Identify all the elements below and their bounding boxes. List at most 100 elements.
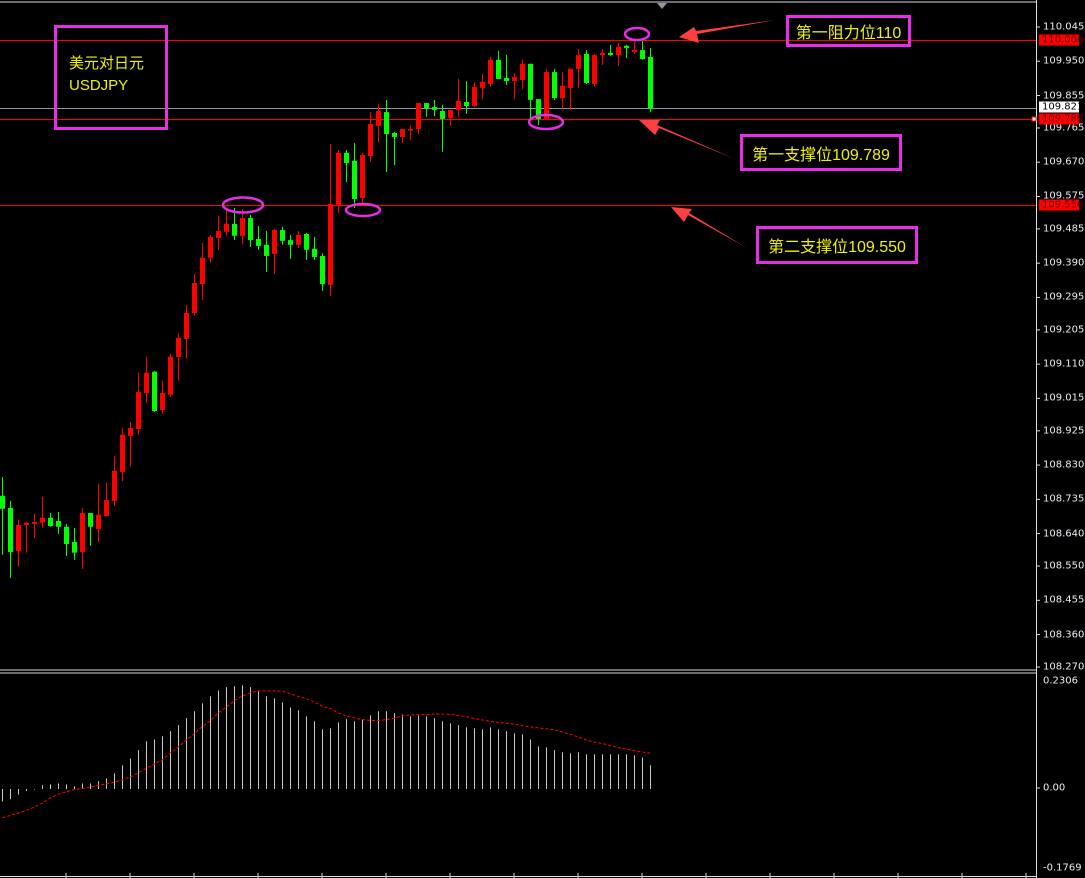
candle [376, 103, 381, 143]
candle [312, 236, 317, 260]
candle [568, 68, 573, 110]
candle-body [272, 229, 277, 254]
chart-shift-marker-icon[interactable] [657, 3, 667, 9]
macd-axis-top: 0.2306 [1043, 675, 1078, 687]
candle [416, 103, 421, 135]
highlight-ellipse-resistance [623, 26, 651, 42]
candle-body [560, 85, 565, 99]
candle-body [528, 63, 533, 100]
candle [56, 511, 61, 534]
candle [496, 50, 501, 79]
candle-body [360, 155, 365, 198]
candle-body [16, 524, 21, 551]
candle [0, 476, 5, 555]
macd-axis-zero: 0.00 [1043, 782, 1066, 794]
candle [32, 513, 37, 538]
candle-body [64, 526, 69, 545]
candle [368, 112, 373, 162]
highlight-ellipse-support2 [344, 202, 382, 218]
candle [432, 99, 437, 117]
candle-body [344, 152, 349, 163]
candle-body [632, 50, 637, 52]
highlight-ellipse-support1 [527, 113, 565, 131]
candle [136, 372, 141, 435]
candle [544, 68, 549, 119]
candle [152, 370, 157, 412]
candle [16, 519, 21, 567]
candle-body [144, 372, 149, 393]
candle [504, 54, 509, 86]
candle-body [152, 371, 157, 411]
candle [104, 482, 109, 516]
candle-body [248, 218, 253, 241]
candle [288, 235, 293, 259]
candle [392, 131, 397, 166]
candle [320, 253, 325, 291]
price-axis-label: 109.205 [1043, 324, 1085, 336]
candle-body [304, 233, 309, 250]
price-axis-label: 108.360 [1043, 629, 1085, 641]
candle [592, 54, 597, 87]
candle-body [176, 337, 181, 357]
candle-body [496, 59, 501, 79]
price-axis-label: 108.925 [1043, 425, 1085, 437]
price-axis-label: 109.575 [1043, 190, 1085, 202]
candle-body [72, 541, 77, 553]
price-axis-label: 109.950 [1043, 55, 1085, 67]
candle-body [464, 101, 469, 106]
candle-body [192, 283, 197, 313]
candle [640, 41, 645, 60]
candle-body [376, 111, 381, 126]
candle [624, 45, 629, 59]
candle-body [648, 56, 653, 109]
candle-body [280, 229, 285, 241]
candle [440, 104, 445, 152]
candle [560, 72, 565, 109]
candle-body [128, 427, 133, 436]
candle [472, 82, 477, 108]
candle-body [400, 129, 405, 137]
candle [256, 226, 261, 250]
candle-body [616, 46, 621, 56]
candle [480, 73, 485, 100]
candle [72, 527, 77, 560]
price-axis-label: 108.830 [1043, 459, 1085, 471]
candle-body [536, 99, 541, 119]
candle [240, 209, 245, 245]
arrow-support2-icon [671, 207, 747, 248]
candle-body [568, 68, 573, 88]
candle-body [384, 112, 389, 135]
support1-label: 第一支撑位109.789 [740, 134, 902, 171]
candle-body [104, 500, 109, 516]
candle-body [56, 520, 61, 527]
candle [456, 78, 461, 117]
candle [448, 109, 453, 126]
candle [40, 496, 45, 528]
candle [600, 48, 605, 65]
candle-body [488, 59, 493, 84]
candle [208, 235, 213, 263]
candle-body [48, 517, 53, 527]
candle [280, 226, 285, 245]
candle [8, 500, 13, 578]
candle [88, 513, 93, 546]
candle [408, 125, 413, 140]
candle-body [8, 507, 13, 552]
price-axis-label: 109.670 [1043, 156, 1085, 168]
candle-body [264, 244, 269, 256]
candle-body [576, 55, 581, 69]
candle-body [160, 392, 165, 410]
candle-body [472, 86, 477, 106]
candle [648, 47, 653, 113]
candle-body [168, 356, 173, 395]
candle [248, 214, 253, 247]
candle-body [32, 522, 37, 524]
price-axis-label: 108.455 [1043, 594, 1085, 606]
candle [96, 483, 101, 542]
candle-body [504, 77, 509, 82]
candle-body [448, 109, 453, 118]
price-axis-label: 109.295 [1043, 291, 1085, 303]
candle [176, 333, 181, 381]
candle [352, 143, 357, 209]
